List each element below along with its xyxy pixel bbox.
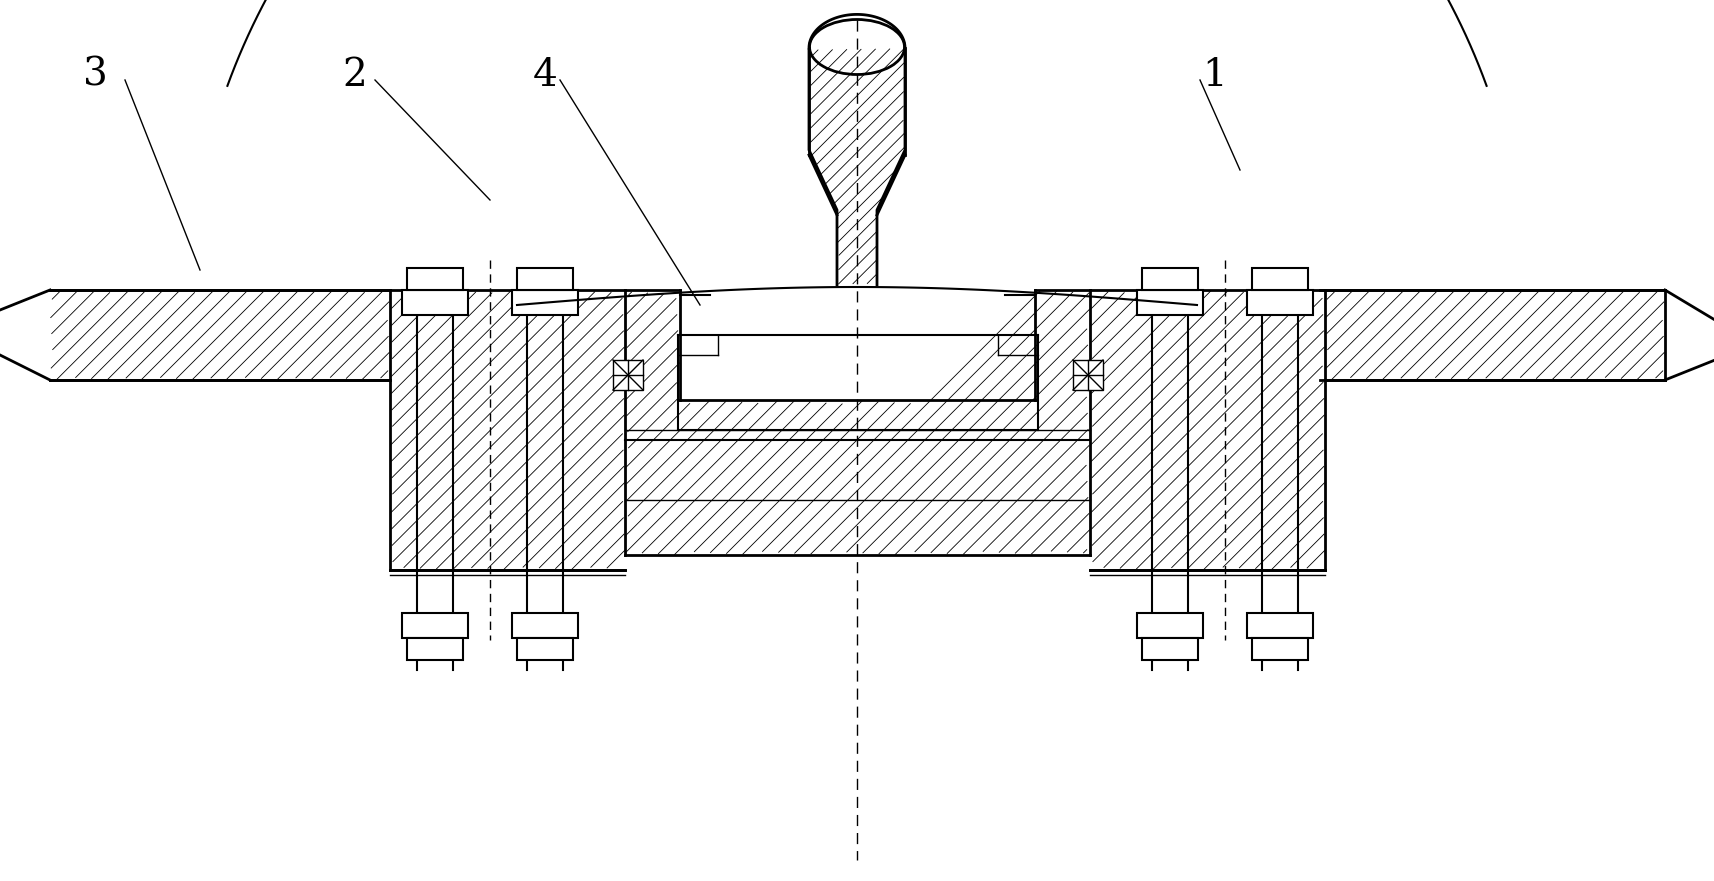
Bar [512, 613, 578, 638]
Bar [1142, 638, 1198, 660]
Polygon shape [389, 290, 624, 570]
Text: 2: 2 [343, 56, 367, 93]
Polygon shape [1090, 290, 1325, 570]
Text: 3: 3 [82, 56, 108, 93]
Bar [1142, 268, 1198, 290]
Bar [1251, 638, 1308, 660]
Bar [1073, 360, 1102, 390]
Polygon shape [624, 290, 1090, 555]
Polygon shape [1325, 290, 1664, 380]
Bar [406, 638, 463, 660]
Bar [406, 268, 463, 290]
Bar [401, 290, 468, 315]
Bar [1136, 290, 1202, 315]
Bar [1246, 613, 1313, 638]
Bar [516, 638, 572, 660]
Bar [1246, 290, 1313, 315]
Bar [612, 360, 643, 390]
Text: 1: 1 [1202, 56, 1227, 93]
Text: 4: 4 [533, 56, 557, 93]
Bar [512, 290, 578, 315]
Bar [1136, 613, 1202, 638]
Bar [1251, 268, 1308, 290]
Bar [516, 268, 572, 290]
Bar [401, 613, 468, 638]
Polygon shape [809, 48, 905, 285]
Polygon shape [50, 290, 389, 380]
